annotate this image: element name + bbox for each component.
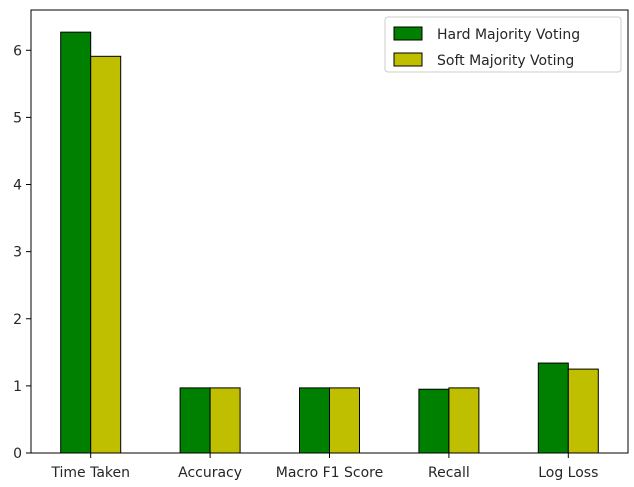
legend: Hard Majority Voting Soft Majority Voting: [384, 16, 622, 73]
y-tick-label: 5: [13, 110, 22, 126]
bars-group: [60, 31, 599, 454]
x-tick-label: Log Loss: [538, 465, 598, 481]
y-tick-label: 4: [13, 178, 22, 194]
x-tick-label: Accuracy: [178, 465, 242, 481]
bar-soft-3: [329, 387, 360, 454]
y-tick-label: 6: [13, 43, 22, 59]
bar-hard-5: [537, 362, 569, 454]
bar-hard-1: [60, 31, 92, 454]
bar-soft-2: [209, 387, 241, 454]
y-tick-label: 2: [13, 312, 22, 328]
legend-swatch: [393, 26, 423, 41]
legend-label: Soft Majority Voting: [437, 53, 574, 69]
x-tick-label: Time Taken: [50, 465, 130, 481]
y-tick-label: 3: [13, 245, 22, 261]
y-axis: 0 1 2 3 4 5 6: [13, 43, 31, 462]
legend-label: Hard Majority Voting: [437, 27, 580, 43]
bar-hard-2: [179, 387, 211, 454]
x-tick-label: Recall: [428, 465, 470, 481]
bar-soft-1: [90, 55, 122, 454]
x-tick-label: Macro F1 Score: [276, 465, 383, 481]
legend-box: [384, 16, 622, 73]
plot-frame: [30, 9, 629, 454]
bar-soft-5: [567, 368, 599, 454]
legend-swatch: [393, 52, 423, 67]
y-tick-label: 0: [13, 446, 22, 462]
y-tick-label: 1: [13, 379, 22, 395]
x-axis: Time Taken Accuracy Macro F1 Score Recall Lo…: [50, 453, 598, 481]
bar-hard-3: [299, 387, 330, 454]
bar-hard-4: [418, 388, 450, 454]
bar-soft-4: [448, 387, 480, 454]
